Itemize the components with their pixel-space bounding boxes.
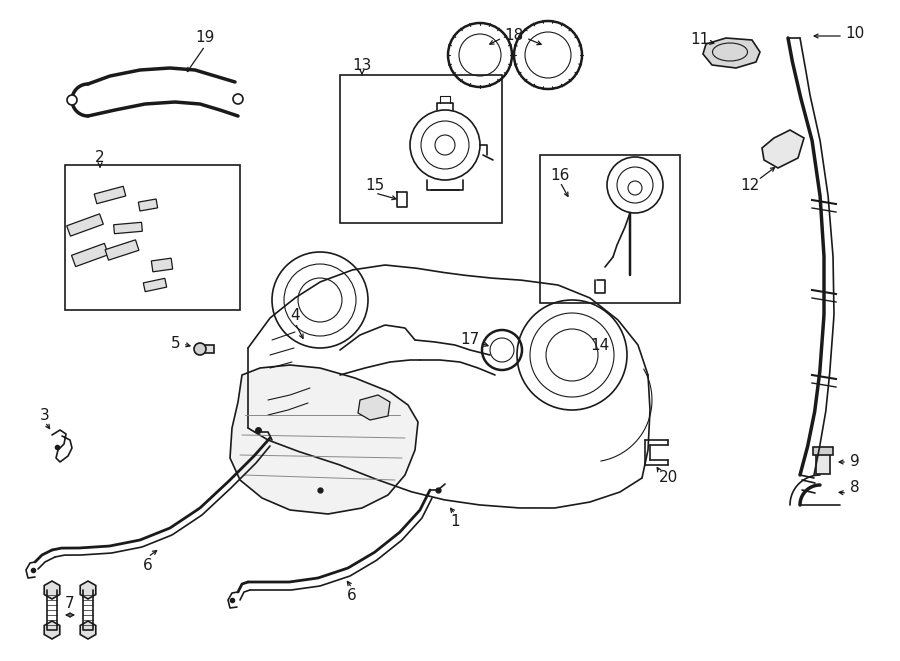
Text: 18: 18: [504, 28, 524, 42]
Circle shape: [233, 94, 243, 104]
Text: 20: 20: [659, 471, 678, 485]
Text: 6: 6: [347, 588, 357, 603]
Text: 14: 14: [590, 338, 609, 352]
Polygon shape: [80, 621, 95, 639]
Polygon shape: [71, 243, 109, 266]
Text: 1: 1: [450, 514, 460, 529]
Text: 3: 3: [40, 407, 50, 422]
Polygon shape: [67, 214, 104, 236]
Polygon shape: [80, 581, 95, 599]
Circle shape: [67, 95, 77, 105]
Polygon shape: [143, 278, 166, 292]
Polygon shape: [230, 365, 418, 514]
Text: 13: 13: [352, 58, 372, 73]
Bar: [540, 155, 680, 303]
Bar: [65, 165, 240, 310]
Polygon shape: [762, 130, 804, 168]
Polygon shape: [151, 258, 173, 272]
Polygon shape: [44, 581, 59, 599]
Text: 6: 6: [143, 557, 153, 572]
Text: 11: 11: [690, 32, 709, 48]
Text: 12: 12: [741, 178, 760, 192]
Polygon shape: [105, 240, 139, 260]
Polygon shape: [358, 395, 390, 420]
Bar: [196, 345, 214, 353]
Text: 4: 4: [290, 307, 300, 323]
Text: 16: 16: [550, 167, 570, 182]
Bar: [816, 452, 830, 474]
Text: 5: 5: [171, 336, 181, 350]
Text: 10: 10: [845, 26, 865, 40]
Text: 8: 8: [850, 481, 860, 496]
Polygon shape: [703, 38, 760, 68]
Text: 7: 7: [65, 596, 75, 611]
Text: 2: 2: [95, 151, 104, 165]
Text: 17: 17: [461, 332, 480, 348]
Text: 19: 19: [195, 30, 215, 44]
Bar: [340, 75, 502, 223]
Circle shape: [194, 343, 206, 355]
Text: 9: 9: [850, 455, 860, 469]
Text: 15: 15: [365, 178, 384, 192]
Polygon shape: [94, 186, 126, 204]
Bar: [813, 447, 833, 455]
Polygon shape: [44, 621, 59, 639]
Polygon shape: [139, 199, 158, 211]
Polygon shape: [113, 222, 142, 234]
